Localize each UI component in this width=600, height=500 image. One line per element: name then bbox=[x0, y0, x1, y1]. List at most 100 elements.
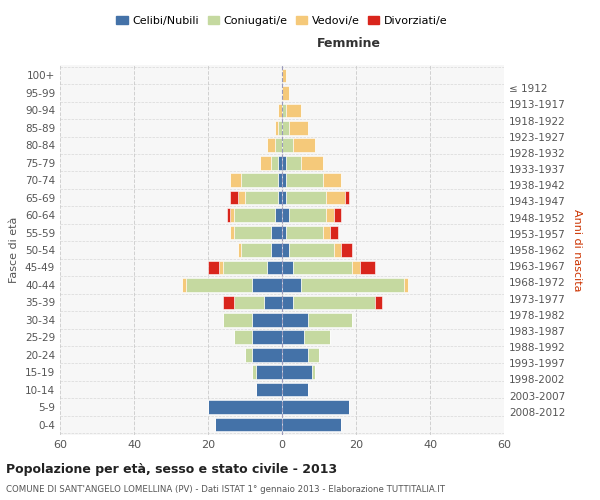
Bar bbox=[330, 226, 337, 239]
Bar bbox=[238, 191, 245, 204]
Bar bbox=[271, 243, 282, 257]
Text: Popolazione per età, sesso e stato civile - 2013: Popolazione per età, sesso e stato civil… bbox=[6, 462, 337, 475]
Bar bbox=[234, 208, 275, 222]
Bar bbox=[293, 260, 352, 274]
Bar bbox=[286, 156, 301, 170]
Bar bbox=[311, 366, 316, 379]
Bar bbox=[278, 121, 282, 134]
Bar bbox=[360, 260, 374, 274]
Text: Femmine: Femmine bbox=[317, 37, 380, 50]
Bar bbox=[234, 226, 271, 239]
Bar bbox=[282, 226, 286, 239]
Legend: Celibi/Nubili, Coniugati/e, Vedovi/e, Divorziati/e: Celibi/Nubili, Coniugati/e, Vedovi/e, Di… bbox=[112, 12, 452, 30]
Bar bbox=[282, 243, 289, 257]
Bar bbox=[278, 191, 282, 204]
Bar bbox=[241, 243, 271, 257]
Bar bbox=[334, 208, 341, 222]
Bar bbox=[208, 260, 219, 274]
Bar bbox=[238, 243, 241, 257]
Bar bbox=[286, 104, 301, 117]
Bar bbox=[282, 138, 293, 152]
Bar bbox=[215, 418, 282, 432]
Bar bbox=[263, 296, 282, 309]
Bar bbox=[245, 348, 253, 362]
Bar bbox=[267, 260, 282, 274]
Bar bbox=[278, 156, 282, 170]
Bar bbox=[186, 278, 253, 291]
Bar bbox=[253, 278, 282, 291]
Bar bbox=[241, 174, 278, 187]
Bar bbox=[234, 330, 253, 344]
Bar bbox=[293, 296, 374, 309]
Bar bbox=[282, 366, 311, 379]
Bar bbox=[253, 330, 282, 344]
Bar bbox=[282, 418, 341, 432]
Bar bbox=[275, 208, 282, 222]
Bar bbox=[286, 191, 326, 204]
Bar bbox=[275, 138, 282, 152]
Bar bbox=[260, 156, 271, 170]
Y-axis label: Fasce di età: Fasce di età bbox=[10, 217, 19, 283]
Bar bbox=[282, 260, 293, 274]
Bar bbox=[256, 383, 282, 396]
Bar bbox=[293, 138, 316, 152]
Bar bbox=[282, 121, 289, 134]
Bar bbox=[323, 174, 341, 187]
Bar bbox=[227, 208, 230, 222]
Bar bbox=[282, 191, 286, 204]
Bar bbox=[282, 174, 286, 187]
Bar bbox=[245, 191, 278, 204]
Bar bbox=[230, 191, 238, 204]
Bar bbox=[326, 208, 334, 222]
Bar bbox=[308, 313, 352, 326]
Bar bbox=[282, 104, 286, 117]
Bar bbox=[301, 278, 404, 291]
Bar bbox=[289, 243, 334, 257]
Bar bbox=[253, 366, 256, 379]
Bar bbox=[282, 313, 308, 326]
Bar bbox=[301, 156, 323, 170]
Bar bbox=[352, 260, 360, 274]
Bar bbox=[223, 260, 267, 274]
Bar bbox=[267, 138, 275, 152]
Bar bbox=[208, 400, 282, 414]
Bar bbox=[256, 366, 282, 379]
Y-axis label: Anni di nascita: Anni di nascita bbox=[572, 209, 582, 291]
Bar bbox=[289, 121, 308, 134]
Bar bbox=[323, 226, 330, 239]
Bar bbox=[334, 243, 341, 257]
Bar bbox=[230, 174, 241, 187]
Bar bbox=[282, 86, 289, 100]
Bar bbox=[282, 348, 308, 362]
Bar bbox=[271, 156, 278, 170]
Bar bbox=[253, 348, 282, 362]
Bar bbox=[308, 348, 319, 362]
Bar bbox=[223, 296, 234, 309]
Bar bbox=[275, 121, 278, 134]
Bar bbox=[282, 296, 293, 309]
Bar bbox=[282, 330, 304, 344]
Bar bbox=[326, 191, 345, 204]
Bar bbox=[286, 174, 323, 187]
Bar bbox=[278, 104, 282, 117]
Bar bbox=[286, 226, 323, 239]
Bar bbox=[230, 226, 234, 239]
Bar bbox=[345, 191, 349, 204]
Bar bbox=[282, 208, 289, 222]
Bar bbox=[182, 278, 186, 291]
Bar bbox=[223, 313, 253, 326]
Bar bbox=[282, 400, 349, 414]
Bar bbox=[278, 174, 282, 187]
Bar bbox=[282, 68, 286, 82]
Bar bbox=[404, 278, 408, 291]
Bar bbox=[219, 260, 223, 274]
Text: COMUNE DI SANT'ANGELO LOMELLINA (PV) - Dati ISTAT 1° gennaio 2013 - Elaborazione: COMUNE DI SANT'ANGELO LOMELLINA (PV) - D… bbox=[6, 485, 445, 494]
Bar bbox=[282, 156, 286, 170]
Bar bbox=[230, 208, 234, 222]
Bar bbox=[341, 243, 352, 257]
Bar bbox=[289, 208, 326, 222]
Bar bbox=[234, 296, 263, 309]
Bar bbox=[253, 313, 282, 326]
Bar bbox=[282, 278, 301, 291]
Bar bbox=[271, 226, 282, 239]
